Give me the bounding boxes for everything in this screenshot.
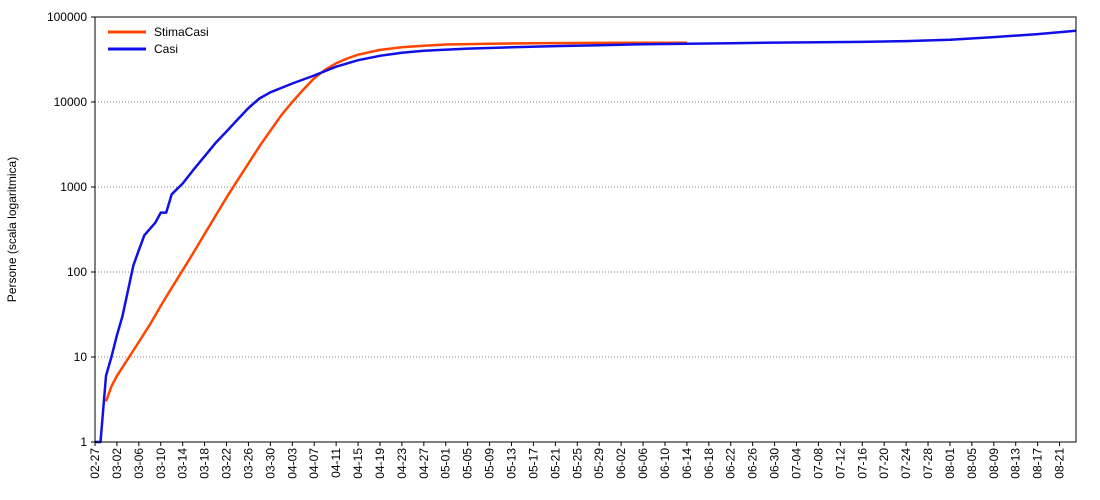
legend-label: Casi [154, 42, 178, 56]
x-tick-label: 04-27 [417, 448, 431, 479]
x-tick-label: 05-29 [592, 448, 606, 479]
y-tick-label: 10000 [54, 95, 88, 109]
x-tick-label: 05-21 [548, 448, 562, 479]
x-tick-label: 04-07 [307, 448, 321, 479]
x-tick-label: 03-06 [132, 448, 146, 479]
x-tick-label: 08-09 [987, 448, 1001, 479]
x-tick-label: 03-10 [154, 448, 168, 479]
x-tick-label: 06-30 [768, 448, 782, 479]
x-tick-label: 04-11 [329, 448, 343, 478]
y-tick-label: 10 [74, 350, 88, 364]
x-tick-label: 04-19 [373, 448, 387, 479]
x-tick-label: 08-21 [1053, 448, 1067, 479]
y-tick-label: 1 [80, 435, 87, 449]
series-layer [95, 29, 1077, 444]
x-tick-label: 05-13 [505, 448, 519, 479]
x-tick-label: 06-22 [724, 448, 738, 479]
x-tick-label: 05-17 [526, 448, 540, 479]
x-tick-label: 05-25 [570, 448, 584, 479]
x-tick-label: 04-15 [351, 448, 365, 479]
x-tick-label: 06-14 [680, 448, 694, 479]
x-tick-label: 05-05 [461, 448, 475, 479]
x-tick-label: 03-22 [220, 448, 234, 479]
x-axis: 02-27 03-02 03-06 03-10 03-14 03-18 03-22 03-26… [88, 442, 1067, 479]
x-tick-label: 05-01 [439, 448, 453, 479]
x-tick-label: 03-02 [110, 448, 124, 479]
y-tick-label: 1000 [60, 180, 87, 194]
x-tick-label: 07-16 [855, 448, 869, 479]
legend: StimaCasi Casi [108, 25, 209, 56]
x-tick-label: 06-18 [702, 448, 716, 479]
x-tick-label: 07-08 [811, 448, 825, 479]
x-tick-label: 06-10 [658, 448, 672, 479]
x-tick-label: 08-05 [965, 448, 979, 479]
x-tick-label: 04-03 [285, 448, 299, 479]
x-tick-label: 07-12 [833, 448, 847, 479]
series-line-stimacasi [104, 41, 687, 402]
x-tick-label: 04-23 [395, 448, 409, 479]
grid-lines [95, 101, 1076, 358]
x-tick-label: 08-17 [1031, 448, 1045, 479]
series-line-casi [95, 29, 1077, 444]
x-tick-label: 03-26 [241, 448, 255, 479]
legend-label: StimaCasi [154, 25, 209, 39]
x-tick-label: 05-09 [483, 448, 497, 479]
x-tick-label: 06-26 [746, 448, 760, 479]
y-tick-label: 100 [67, 265, 87, 279]
x-tick-label: 08-13 [1009, 448, 1023, 479]
y-axis: 1 10 100 1000 10000 100000 [47, 10, 95, 449]
x-tick-label: 07-20 [877, 448, 891, 479]
y-tick-label: 100000 [47, 10, 87, 24]
x-tick-label: 08-01 [943, 448, 957, 479]
x-tick-label: 03-18 [198, 448, 212, 479]
x-tick-label: 06-06 [636, 448, 650, 479]
x-tick-label: 06-02 [614, 448, 628, 479]
x-tick-label: 07-24 [899, 448, 913, 479]
x-tick-label: 02-27 [88, 448, 102, 479]
y-axis-title: Persone (scala logaritmica) [5, 157, 19, 302]
x-tick-label: 07-04 [789, 448, 803, 479]
x-tick-label: 03-30 [263, 448, 277, 479]
x-tick-label: 07-28 [921, 448, 935, 479]
plot-frame [94, 16, 1077, 443]
x-tick-label: 03-14 [176, 448, 190, 479]
